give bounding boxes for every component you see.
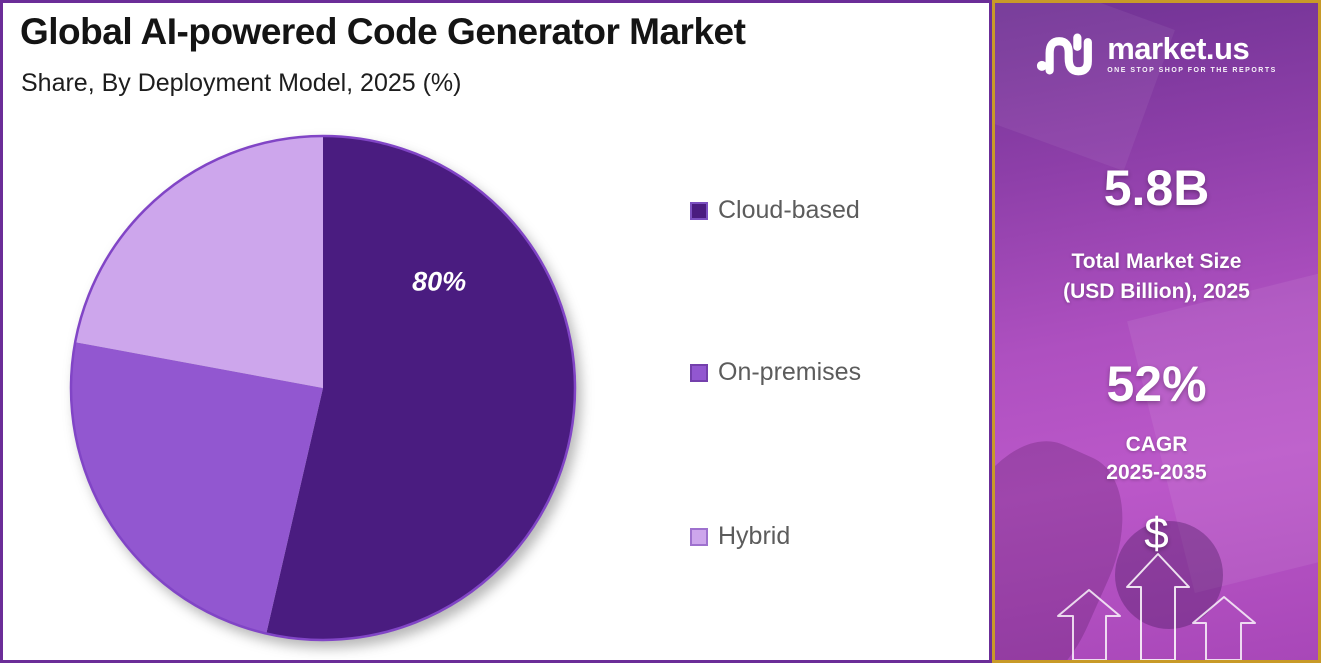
legend-label-hybrid: Hybrid [718, 522, 791, 550]
pie-slice-on-premises [70, 342, 324, 634]
market-size-label-line2: (USD Billion), 2025 [1063, 280, 1250, 303]
growth-arrow-right [1192, 596, 1256, 660]
cagr-value: 52% [1106, 356, 1207, 412]
logo-wordmark: market.us [1107, 31, 1250, 66]
growth-arrows-icon [1057, 553, 1256, 660]
pie-chart: 80% [69, 134, 577, 642]
growth-arrow-center [1126, 553, 1190, 660]
cagr-label-line1: CAGR [1125, 433, 1188, 456]
legend-swatch-hybrid-icon [690, 527, 708, 546]
marketus-logo-icon [1037, 33, 1093, 76]
legend-item-cloud-based: Cloud-based [690, 196, 860, 225]
logo-text: market.us ONE STOP SHOP FOR THE REPORTS [1107, 31, 1277, 74]
sidebar: market.us ONE STOP SHOP FOR THE REPORTS … [992, 0, 1321, 663]
chart-title: Global AI-powered Code Generator Market [20, 11, 746, 52]
pie-slice-hybrid [75, 136, 323, 388]
legend-swatch-on-premises-icon [690, 363, 708, 382]
market-size-label-line1: Total Market Size [1071, 250, 1242, 273]
pie-data-label: 80% [412, 267, 466, 297]
logo-tagline: ONE STOP SHOP FOR THE REPORTS [1107, 67, 1277, 74]
legend-label-cloud-based: Cloud-based [718, 196, 860, 224]
legend-item-hybrid: Hybrid [690, 522, 790, 551]
market-size-value: 5.8B [1103, 160, 1210, 216]
cagr-label-line2: 2025-2035 [1106, 461, 1207, 484]
market-size-label: Total Market Size (USD Billion), 2025 [995, 247, 1318, 307]
growth-arrow-left [1057, 589, 1121, 660]
pie-outline [69, 134, 577, 642]
background-photo-overlay [995, 3, 1175, 171]
chart-subtitle: Share, By Deployment Model, 2025 (%) [21, 69, 462, 97]
logo: market.us ONE STOP SHOP FOR THE REPORTS [995, 27, 1318, 81]
legend-item-on-premises: On-premises [690, 358, 861, 387]
legend-swatch-cloud-based-icon [690, 201, 708, 220]
cagr-label: CAGR 2025-2035 [995, 431, 1318, 487]
dollar-icon: $ [1144, 509, 1169, 558]
pie-slice-cloud-based [266, 135, 576, 640]
legend-label-on-premises: On-premises [718, 358, 862, 386]
